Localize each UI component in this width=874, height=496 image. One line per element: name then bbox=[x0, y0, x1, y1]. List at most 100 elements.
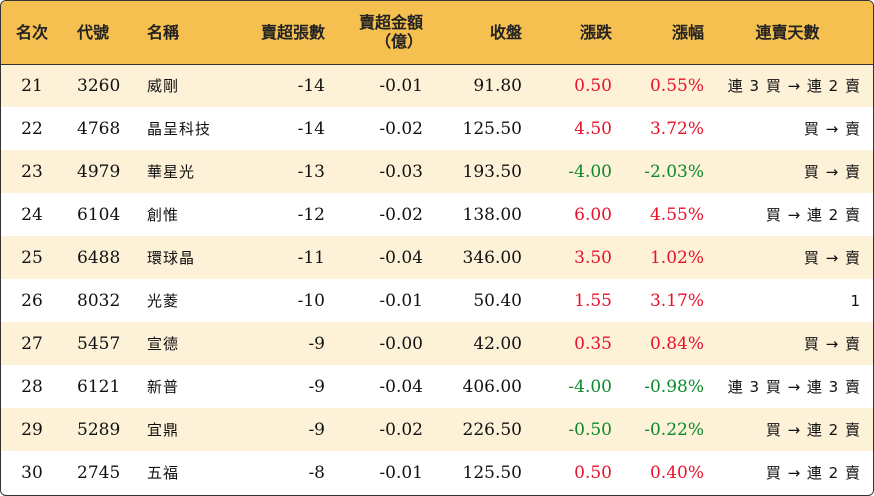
cell-name: 創惟 bbox=[147, 206, 180, 224]
cell-code: 5289 bbox=[77, 419, 121, 440]
cell-net-amount: -0.04 bbox=[379, 376, 423, 397]
cell-code: 3260 bbox=[77, 75, 121, 96]
cell-change: -4.00 bbox=[568, 376, 612, 397]
cell-net-lots: -12 bbox=[297, 204, 325, 225]
cell-name: 五福 bbox=[147, 464, 180, 482]
cell-close: 346.00 bbox=[462, 247, 522, 268]
header-net-amount-line1: 賣超金額 bbox=[358, 13, 423, 33]
cell-rank: 24 bbox=[21, 204, 43, 225]
cell-change: 0.50 bbox=[574, 75, 612, 96]
table-row: 23 4979 華星光 -13 -0.03 193.50 -4.00 -2.03% 買 → 賣 bbox=[1, 150, 873, 193]
table-header-row: 名次 代號 名稱 賣超張數 賣超金額 （億） 收盤 漲跌 漲幅 連賣天數 bbox=[1, 1, 873, 65]
header-change-pct: 漲幅 bbox=[622, 1, 714, 65]
cell-net-lots: -11 bbox=[297, 247, 325, 268]
cell-code: 2745 bbox=[77, 462, 121, 483]
table-row: 27 5457 宣德 -9 -0.00 42.00 0.35 0.84% 買 → 賣 bbox=[1, 322, 873, 365]
header-change: 漲跌 bbox=[532, 1, 622, 65]
cell-change: -4.00 bbox=[568, 161, 612, 182]
cell-streak: 買 → 賣 bbox=[803, 249, 861, 267]
cell-rank: 21 bbox=[21, 75, 43, 96]
cell-change: 1.55 bbox=[574, 290, 612, 311]
cell-rank: 22 bbox=[21, 118, 43, 139]
cell-net-lots: -14 bbox=[297, 118, 325, 139]
cell-close: 138.00 bbox=[462, 204, 522, 225]
header-rank: 名次 bbox=[1, 1, 63, 65]
cell-code: 5457 bbox=[77, 333, 121, 354]
cell-rank: 28 bbox=[21, 376, 43, 397]
header-close: 收盤 bbox=[433, 1, 532, 65]
cell-net-lots: -13 bbox=[297, 161, 325, 182]
table-row: 28 6121 新普 -9 -0.04 406.00 -4.00 -0.98% 連 3 買 → … bbox=[1, 365, 873, 408]
cell-close: 50.40 bbox=[473, 290, 522, 311]
cell-net-amount: -0.02 bbox=[379, 118, 423, 139]
cell-net-amount: -0.01 bbox=[379, 290, 423, 311]
cell-rank: 29 bbox=[21, 419, 43, 440]
cell-streak: 買 → 連 2 賣 bbox=[765, 421, 861, 439]
cell-code: 4979 bbox=[77, 161, 121, 182]
cell-change-pct: -0.22% bbox=[644, 419, 704, 440]
header-net-amount-line2: （億） bbox=[374, 32, 423, 52]
cell-net-lots: -8 bbox=[308, 462, 325, 483]
cell-rank: 27 bbox=[21, 333, 43, 354]
cell-name: 晶呈科技 bbox=[147, 120, 212, 138]
header-net-amount: 賣超金額 （億） bbox=[335, 1, 433, 65]
cell-streak: 買 → 賣 bbox=[803, 163, 861, 181]
cell-net-lots: -9 bbox=[308, 376, 325, 397]
cell-close: 125.50 bbox=[462, 118, 522, 139]
cell-net-lots: -9 bbox=[308, 333, 325, 354]
cell-close: 125.50 bbox=[462, 462, 522, 483]
cell-net-amount: -0.01 bbox=[379, 462, 423, 483]
cell-net-amount: -0.04 bbox=[379, 247, 423, 268]
table-row: 26 8032 光菱 -10 -0.01 50.40 1.55 3.17% 1 bbox=[1, 279, 873, 322]
cell-change-pct: 1.02% bbox=[649, 247, 704, 268]
cell-close: 42.00 bbox=[473, 333, 522, 354]
table-row: 25 6488 環球晶 -11 -0.04 346.00 3.50 1.02% 買 → 賣 bbox=[1, 236, 873, 279]
cell-code: 4768 bbox=[77, 118, 121, 139]
cell-change: -0.50 bbox=[568, 419, 612, 440]
cell-name: 新普 bbox=[147, 378, 180, 396]
cell-streak: 買 → 賣 bbox=[803, 120, 861, 138]
cell-rank: 30 bbox=[21, 462, 43, 483]
cell-change-pct: 0.40% bbox=[649, 462, 704, 483]
table-row: 24 6104 創惟 -12 -0.02 138.00 6.00 4.55% 買 → 連 2 賣 bbox=[1, 193, 873, 236]
cell-code: 6488 bbox=[77, 247, 121, 268]
cell-change-pct: 3.17% bbox=[649, 290, 704, 311]
table-row: 22 4768 晶呈科技 -14 -0.02 125.50 4.50 3.72% 買 → 賣 bbox=[1, 107, 873, 150]
cell-name: 威剛 bbox=[147, 77, 180, 96]
cell-streak: 買 → 連 2 賣 bbox=[765, 206, 861, 224]
cell-change: 0.35 bbox=[574, 333, 612, 354]
cell-net-lots: -9 bbox=[308, 419, 325, 440]
cell-close: 406.00 bbox=[462, 376, 522, 397]
cell-change-pct: -2.03% bbox=[644, 161, 704, 182]
cell-code: 6104 bbox=[77, 204, 121, 225]
cell-change-pct: -0.98% bbox=[644, 376, 704, 397]
cell-code: 8032 bbox=[77, 290, 121, 311]
header-net-lots: 賣超張數 bbox=[231, 1, 335, 65]
cell-change: 3.50 bbox=[574, 247, 612, 268]
cell-change: 6.00 bbox=[574, 204, 612, 225]
cell-change-pct: 0.55% bbox=[649, 75, 704, 96]
cell-change: 4.50 bbox=[574, 118, 612, 139]
cell-rank: 25 bbox=[21, 247, 43, 268]
cell-change-pct: 0.84% bbox=[649, 333, 704, 354]
header-code: 代號 bbox=[63, 1, 133, 65]
cell-name: 華星光 bbox=[147, 163, 196, 181]
cell-net-amount: -0.02 bbox=[379, 204, 423, 225]
cell-name: 光菱 bbox=[147, 292, 180, 310]
cell-streak: 連 3 買 → 連 3 賣 bbox=[727, 378, 861, 396]
cell-net-amount: -0.00 bbox=[379, 333, 423, 354]
table-row: 30 2745 五福 -8 -0.01 125.50 0.50 0.40% 買 → 連 2 賣 bbox=[1, 451, 873, 494]
cell-rank: 23 bbox=[21, 161, 43, 182]
cell-change-pct: 3.72% bbox=[649, 118, 704, 139]
cell-close: 91.80 bbox=[473, 75, 522, 96]
cell-name: 環球晶 bbox=[147, 249, 196, 267]
cell-change-pct: 4.55% bbox=[649, 204, 704, 225]
header-name: 名稱 bbox=[133, 1, 231, 65]
header-streak: 連賣天數 bbox=[714, 1, 873, 65]
table-row: 21 3260 威剛 -14 -0.01 91.80 0.50 0.55% 連 3 買 → 連 … bbox=[1, 64, 873, 107]
table-body: 21 3260 威剛 -14 -0.01 91.80 0.50 0.55% 連 3 買 → 連 … bbox=[1, 64, 873, 494]
cell-close: 193.50 bbox=[462, 161, 522, 182]
table-row: 29 5289 宜鼎 -9 -0.02 226.50 -0.50 -0.22% 買 → 連 2 … bbox=[1, 408, 873, 451]
